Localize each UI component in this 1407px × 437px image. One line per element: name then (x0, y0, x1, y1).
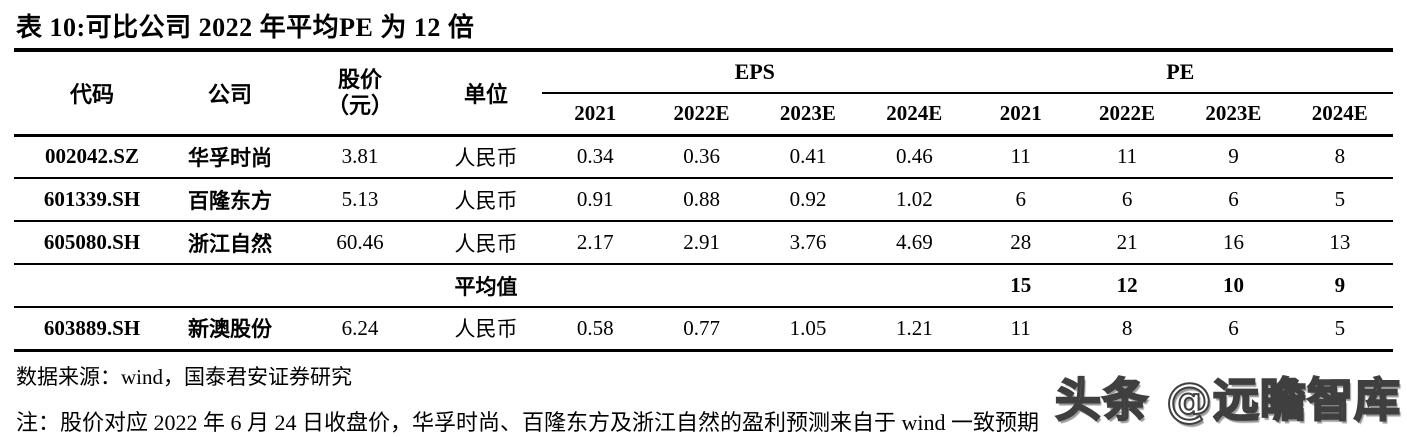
cell-pe-2021: 11 (967, 307, 1074, 352)
header-group-row: 代码 公司 股价 （元） 单位 EPS PE (14, 52, 1393, 137)
cell-pe-2022e: 6 (1073, 178, 1181, 222)
price-header-line1: 股价 (337, 67, 382, 93)
table-row-average: 平均值 15 12 10 9 (14, 264, 1393, 308)
cell-eps-2021: 0.58 (542, 307, 649, 352)
table-row-zhejiang: 605080.SH 浙江自然 60.46 人民币 2.17 2.91 3.76 … (14, 221, 1393, 265)
cell-pe-2021: 28 (967, 221, 1074, 265)
cell-unit: 人民币 (430, 135, 542, 179)
col-header-code: 代码 (14, 52, 170, 137)
cell-pe-2024e: 5 (1286, 307, 1393, 352)
cell-eps-2024e: 4.69 (861, 221, 968, 265)
cell-avg-pe-2023e: 10 (1180, 264, 1287, 308)
cell-price: 60.46 (290, 221, 430, 265)
col-group-eps: EPS (542, 52, 968, 94)
cell-eps-2022e: 0.77 (648, 307, 755, 352)
col-header-eps-2023e: 2023E (754, 93, 862, 137)
col-header-pe-2023e: 2023E (1180, 93, 1287, 137)
cell-eps-2021: 2.17 (542, 221, 649, 265)
cell-pe-2024e: 5 (1286, 178, 1393, 222)
cell-company: 新澳股份 (170, 307, 290, 352)
cell-eps-2022e: 0.36 (648, 135, 755, 179)
table-row-xinao: 603889.SH 新澳股份 6.24 人民币 0.58 0.77 1.05 1… (14, 307, 1393, 352)
cell-price: 5.13 (290, 178, 430, 222)
watermark-toutiao-yuanzhan: 头条 @远瞻智库 (1054, 372, 1401, 428)
cell-eps-2022e: 2.91 (648, 221, 755, 265)
cell-eps-2022e: 0.88 (648, 178, 755, 222)
table-row-bros: 601339.SH 百隆东方 5.13 人民币 0.91 0.88 0.92 1… (14, 178, 1393, 222)
cell-eps-2023e: 0.92 (754, 178, 862, 222)
price-header-line2: （元） (326, 92, 393, 118)
cell-code: 601339.SH (14, 178, 170, 222)
cell-pe-2023e: 6 (1180, 178, 1287, 222)
cell-empty (542, 264, 649, 308)
cell-average-label: 平均值 (430, 264, 542, 308)
cell-pe-2021: 6 (967, 178, 1074, 222)
cell-company: 百隆东方 (170, 178, 290, 222)
cell-price: 6.24 (290, 307, 430, 352)
col-header-pe-2022e: 2022E (1073, 93, 1181, 137)
cell-pe-2021: 11 (967, 135, 1074, 179)
cell-empty (648, 264, 755, 308)
col-header-price: 股价 （元） (290, 52, 430, 137)
cell-empty (290, 264, 430, 308)
cell-code: 603889.SH (14, 307, 170, 352)
cell-eps-2024e: 1.21 (861, 307, 968, 352)
cell-code: 002042.SZ (14, 135, 170, 179)
cell-unit: 人民币 (430, 221, 542, 265)
cell-pe-2023e: 16 (1180, 221, 1287, 265)
col-header-pe-2021: 2021 (967, 93, 1074, 137)
cell-empty (861, 264, 968, 308)
col-header-unit: 单位 (430, 52, 542, 137)
col-header-company: 公司 (170, 52, 290, 137)
col-header-pe-2024e: 2024E (1286, 93, 1393, 137)
cell-empty (170, 264, 290, 308)
cell-eps-2021: 0.34 (542, 135, 649, 179)
data-source-text: 数据来源：wind，国泰君安证券研究 (16, 364, 352, 389)
cell-eps-2023e: 1.05 (754, 307, 862, 352)
cell-pe-2023e: 9 (1180, 135, 1287, 179)
col-header-eps-2022e: 2022E (648, 93, 755, 137)
cell-eps-2024e: 0.46 (861, 135, 968, 179)
cell-pe-2024e: 8 (1286, 135, 1393, 179)
cell-eps-2024e: 1.02 (861, 178, 968, 222)
header-year-row: 2021 2022E 2023E 2024E 2021 2022E 2023E … (14, 93, 1393, 137)
cell-code: 605080.SH (14, 221, 170, 265)
cell-pe-2022e: 11 (1073, 135, 1181, 179)
table-row-huafu: 002042.SZ 华孚时尚 3.81 人民币 0.34 0.36 0.41 0… (14, 135, 1393, 179)
cell-eps-2023e: 0.41 (754, 135, 862, 179)
cell-pe-2023e: 6 (1180, 307, 1287, 352)
col-header-eps-2024e: 2024E (861, 93, 968, 137)
cell-unit: 人民币 (430, 307, 542, 352)
cell-eps-2023e: 3.76 (754, 221, 862, 265)
cell-avg-pe-2022e: 12 (1073, 264, 1181, 308)
cell-avg-pe-2021: 15 (967, 264, 1074, 308)
cell-company: 浙江自然 (170, 221, 290, 265)
table-title: 表 10:可比公司 2022 年平均PE 为 12 倍 (14, 0, 1393, 52)
cell-eps-2021: 0.91 (542, 178, 649, 222)
cell-price: 3.81 (290, 135, 430, 179)
cell-company: 华孚时尚 (170, 135, 290, 179)
col-header-eps-2021: 2021 (542, 93, 649, 137)
cell-unit: 人民币 (430, 178, 542, 222)
col-group-pe: PE (967, 52, 1393, 94)
cell-empty (14, 264, 170, 308)
cell-empty (754, 264, 862, 308)
cell-pe-2022e: 21 (1073, 221, 1181, 265)
cell-pe-2022e: 8 (1073, 307, 1181, 352)
cell-avg-pe-2024e: 9 (1286, 264, 1393, 308)
comparable-companies-table: 代码 公司 股价 （元） 单位 EPS PE 2021 2022E 2023E … (14, 52, 1393, 352)
cell-pe-2024e: 13 (1286, 221, 1393, 265)
